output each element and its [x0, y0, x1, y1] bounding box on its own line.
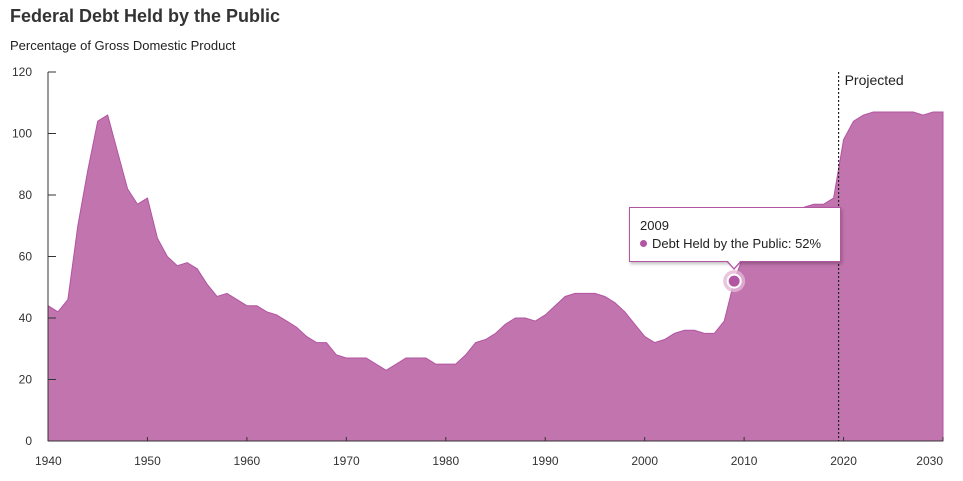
x-tick-label: 2020 — [830, 454, 857, 468]
projection-label: Projected — [845, 72, 904, 88]
x-tick-label: 1970 — [333, 454, 360, 468]
x-tick-label: 1990 — [532, 454, 559, 468]
y-tick-label: 0 — [25, 434, 32, 448]
tooltip-text: Debt Held by the Public: 52% — [652, 236, 822, 251]
x-tick-label: 1940 — [35, 454, 62, 468]
chart-title: Federal Debt Held by the Public — [10, 6, 281, 26]
chart-subtitle: Percentage of Gross Domestic Product — [10, 38, 236, 53]
data-tooltip: 2009 Debt Held by the Public: 52% — [629, 207, 841, 262]
x-tick-label: 2010 — [731, 454, 758, 468]
x-tick-label: 2030 — [916, 454, 943, 468]
x-tick-label: 2000 — [631, 454, 658, 468]
tooltip-year: 2009 — [640, 218, 669, 233]
y-tick-label: 120 — [12, 65, 32, 79]
series-area-0 — [47, 111, 944, 442]
x-tick-label: 1980 — [432, 454, 459, 468]
tooltip-value: Debt Held by the Public: 52% — [640, 236, 821, 251]
tooltip-pointer-fill — [727, 260, 741, 268]
y-tick-label: 100 — [12, 127, 32, 141]
x-tick-label: 1950 — [134, 454, 161, 468]
y-tick-label: 20 — [19, 373, 33, 387]
y-tick-label: 40 — [19, 311, 33, 325]
x-tick-label: 1960 — [234, 454, 261, 468]
highlight-point — [726, 273, 742, 289]
y-tick-label: 60 — [19, 250, 33, 264]
y-tick-label: 80 — [19, 188, 33, 202]
series-dot-icon — [640, 240, 647, 247]
